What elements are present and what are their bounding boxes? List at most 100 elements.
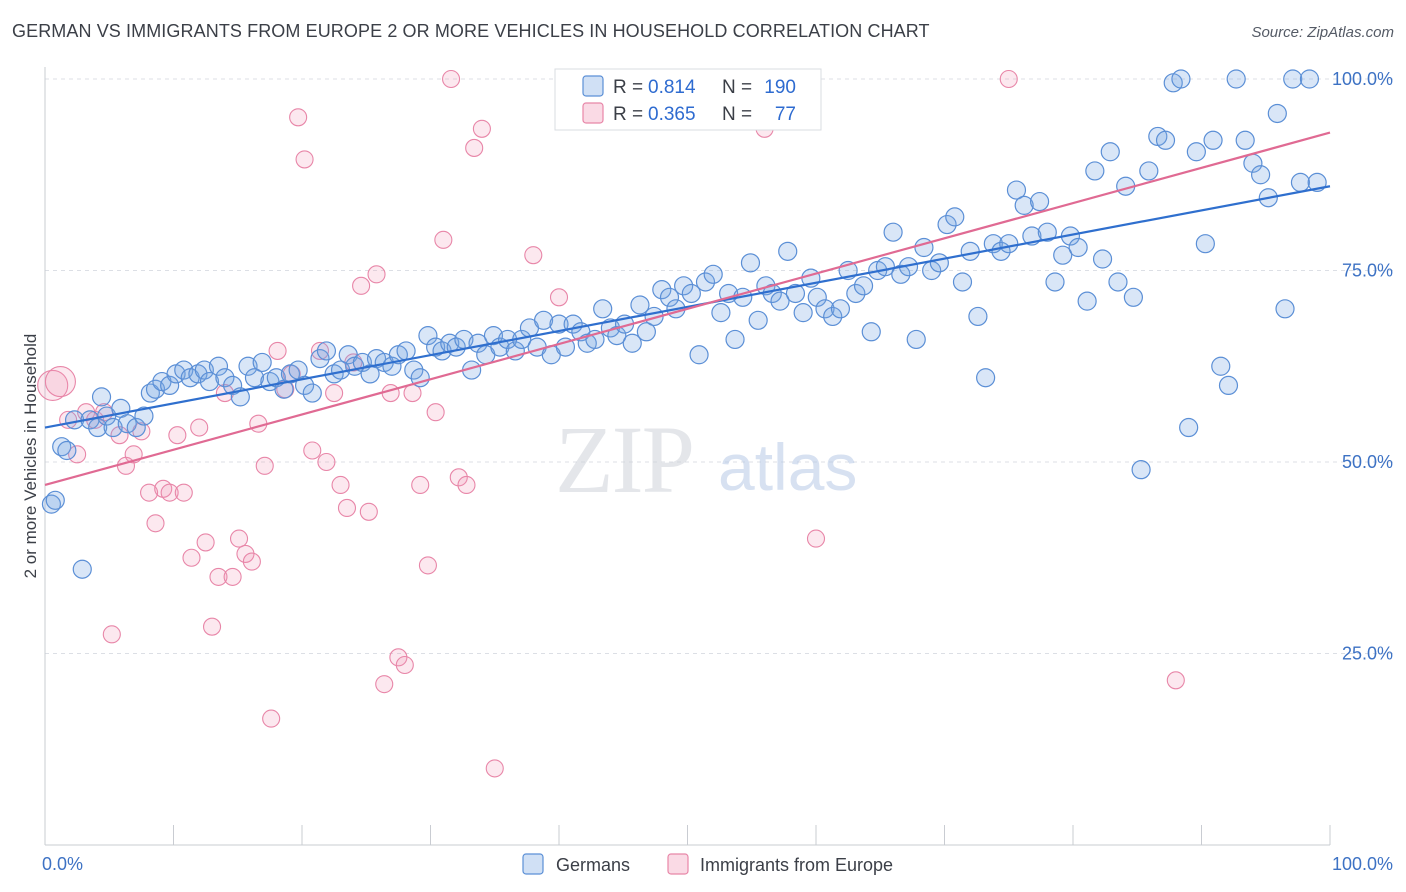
x-tick-label: 100.0% (1332, 854, 1393, 874)
immigrants-point (223, 567, 242, 586)
germans-point (1290, 172, 1311, 193)
y-tick-label: 75.0% (1342, 261, 1393, 281)
immigrants-point (1166, 671, 1185, 690)
legend-n-label-1: N = (722, 77, 752, 98)
germans-point (252, 352, 272, 373)
immigrants-point (359, 502, 378, 521)
germans-point (952, 272, 973, 292)
immigrants-point (381, 384, 400, 403)
immigrants-point (190, 418, 209, 437)
germans-point (1100, 142, 1120, 162)
immigrants-point (465, 138, 484, 157)
germans-point (1045, 272, 1065, 292)
germans-point (223, 375, 243, 395)
germans-point (622, 333, 642, 353)
immigrants-point (174, 483, 193, 502)
germans-point (770, 291, 790, 311)
germans-point (960, 241, 980, 261)
immigrants-point (310, 341, 330, 360)
legend-n-label-2: N = (722, 104, 752, 125)
immigrants-point (146, 514, 165, 533)
germans-point (1085, 161, 1105, 181)
immigrants-point (140, 483, 159, 502)
germans-point (652, 280, 672, 300)
germans-point (1235, 130, 1255, 150)
watermark-zip: ZIP (555, 406, 693, 513)
germans-point (846, 283, 866, 304)
bottom-swatch-immigrants (667, 853, 689, 875)
immigrants-point (367, 265, 386, 284)
germans-point (689, 345, 709, 365)
immigrants-point (182, 548, 201, 567)
correlation-legend: R = 0.814 N = 190 R = 0.365 N = 77 (554, 68, 822, 131)
germans-point (711, 303, 731, 323)
germans-point (215, 368, 235, 388)
immigrants-point (236, 544, 255, 563)
germans-point (785, 283, 806, 304)
immigrants-point (289, 108, 308, 127)
germans-point (1006, 180, 1027, 200)
immigrants-point (229, 529, 249, 548)
immigrants-point (262, 709, 281, 728)
germans-point (1186, 142, 1206, 162)
germans-point (906, 329, 926, 350)
germans-point (238, 356, 258, 376)
germans-point (1014, 195, 1034, 215)
immigrants-point (160, 483, 179, 502)
germans-point (607, 326, 627, 346)
immigrants-point (249, 414, 268, 433)
germans-point (695, 272, 716, 292)
legend-n-value-2: 77 (775, 104, 796, 125)
germans-point (1195, 234, 1215, 254)
germans-point (57, 440, 77, 461)
immigrants-point (255, 456, 274, 475)
germans-point (815, 299, 835, 319)
legend-r-label-2: R = (613, 104, 643, 125)
germans-point (1155, 130, 1176, 150)
germans-point (1053, 245, 1073, 265)
germans-point (549, 314, 569, 334)
immigrants-trend-line (44, 131, 1331, 487)
germans-point (302, 383, 322, 403)
germans-point (1299, 69, 1320, 89)
germans-point (52, 437, 72, 457)
germans-point (853, 276, 874, 296)
germans-point (310, 348, 330, 369)
germans-point (126, 417, 146, 438)
legend-swatch-germans (582, 75, 604, 97)
immigrants-point (999, 69, 1018, 89)
immigrants-point (375, 675, 394, 694)
germans-point (208, 356, 229, 376)
immigrants-point (457, 475, 476, 495)
immigrants-point (426, 403, 445, 422)
germans-point (945, 207, 965, 227)
germans-point (483, 326, 504, 346)
immigrants-point (389, 648, 408, 667)
immigrants-point (168, 426, 187, 445)
germans-point (1123, 287, 1143, 307)
legend-swatch-immigrants (582, 102, 604, 124)
legend-r-label-1: R = (613, 77, 643, 98)
germans-point (72, 559, 92, 579)
germans-point (1171, 69, 1191, 89)
immigrants-point (337, 498, 357, 518)
germans-point (1275, 299, 1295, 319)
germans-point (674, 276, 694, 296)
germans-point (748, 310, 768, 330)
immigrants-point (395, 655, 414, 675)
germans-point (1226, 69, 1246, 89)
immigrants-point (268, 341, 287, 360)
immigrants-point (549, 288, 569, 307)
germans-point (145, 379, 166, 399)
chart-title: GERMAN VS IMMIGRANTS FROM EUROPE 2 OR MO… (12, 21, 930, 41)
y-tick-label: 25.0% (1342, 644, 1393, 664)
y-tick-label: 100.0% (1332, 69, 1393, 89)
germans-point (937, 214, 957, 235)
immigrants-point (196, 533, 215, 552)
germans-point (1267, 103, 1287, 124)
germans-point (41, 494, 62, 514)
germans-point (968, 306, 988, 327)
germans-point (830, 299, 851, 319)
germans-point (45, 490, 65, 510)
immigrants-points (37, 69, 1185, 778)
